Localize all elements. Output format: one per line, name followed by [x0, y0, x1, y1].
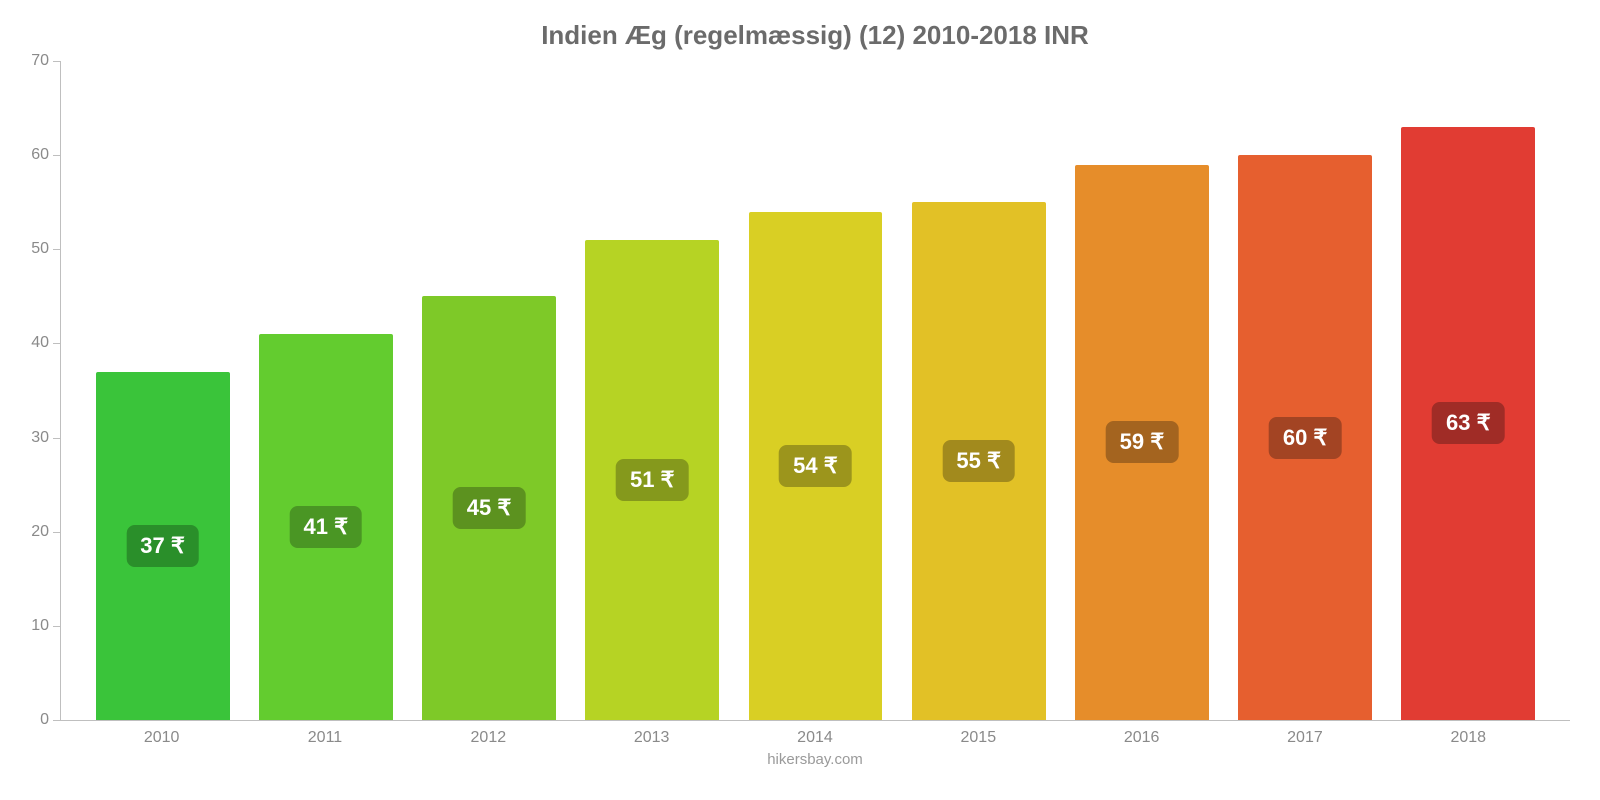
x-tick-label: 2011 — [243, 729, 406, 747]
x-tick-label: 2010 — [80, 729, 243, 747]
plot-area: 37 ₹41 ₹45 ₹51 ₹54 ₹55 ₹59 ₹60 ₹63 ₹ 010… — [60, 61, 1570, 721]
x-tick-label: 2018 — [1387, 729, 1550, 747]
bar: 37 ₹ — [96, 372, 230, 720]
y-tick-label: 20 — [31, 523, 61, 541]
x-tick-label: 2013 — [570, 729, 733, 747]
y-tick-label: 40 — [31, 334, 61, 352]
bar-value-badge: 55 ₹ — [942, 440, 1015, 482]
bar-value-badge: 63 ₹ — [1432, 402, 1505, 444]
bar-value-badge: 59 ₹ — [1106, 421, 1179, 463]
bar-slot: 41 ₹ — [244, 61, 407, 720]
bar: 54 ₹ — [749, 212, 883, 720]
bar-value-badge: 37 ₹ — [126, 525, 199, 567]
x-tick-label: 2012 — [407, 729, 570, 747]
chart-credit: hikersbay.com — [60, 751, 1570, 768]
bars-container: 37 ₹ 41 ₹ 45 ₹ 51 ₹ 54 ₹ 55 ₹ 59 ₹ 60 ₹ 63 ₹ — [61, 61, 1570, 720]
x-tick-label: 2017 — [1223, 729, 1386, 747]
chart-title: Indien Æg (regelmæssig) (12) 2010-2018 I… — [60, 20, 1570, 51]
bar: 59 ₹ — [1075, 165, 1209, 720]
bar-slot: 55 ₹ — [897, 61, 1060, 720]
x-tick-label: 2014 — [733, 729, 896, 747]
bar-slot: 63 ₹ — [1387, 61, 1550, 720]
y-tick-label: 70 — [31, 52, 61, 70]
y-tick-label: 0 — [40, 711, 61, 729]
bar: 63 ₹ — [1401, 127, 1535, 720]
bar-value-badge: 51 ₹ — [616, 459, 689, 501]
bar-slot: 59 ₹ — [1060, 61, 1223, 720]
bar-chart-container: Indien Æg (regelmæssig) (12) 2010-2018 I… — [0, 0, 1600, 800]
bar: 41 ₹ — [259, 334, 393, 720]
bar-slot: 37 ₹ — [81, 61, 244, 720]
bar-value-badge: 41 ₹ — [290, 506, 363, 548]
y-tick-label: 10 — [31, 617, 61, 635]
y-tick-label: 60 — [31, 146, 61, 164]
bar-value-badge: 60 ₹ — [1269, 417, 1342, 459]
bar-value-badge: 54 ₹ — [779, 445, 852, 487]
bar-slot: 45 ₹ — [407, 61, 570, 720]
bar-slot: 51 ₹ — [571, 61, 734, 720]
x-axis-labels: 201020112012201320142015201620172018 — [60, 721, 1570, 747]
bar: 45 ₹ — [422, 296, 556, 720]
x-tick-label: 2016 — [1060, 729, 1223, 747]
bar-value-badge: 45 ₹ — [453, 487, 526, 529]
bar: 51 ₹ — [585, 240, 719, 720]
y-tick-label: 50 — [31, 240, 61, 258]
bar: 55 ₹ — [912, 202, 1046, 720]
bar-slot: 54 ₹ — [734, 61, 897, 720]
bar-slot: 60 ₹ — [1224, 61, 1387, 720]
y-tick-label: 30 — [31, 429, 61, 447]
x-tick-label: 2015 — [897, 729, 1060, 747]
bar: 60 ₹ — [1238, 155, 1372, 720]
